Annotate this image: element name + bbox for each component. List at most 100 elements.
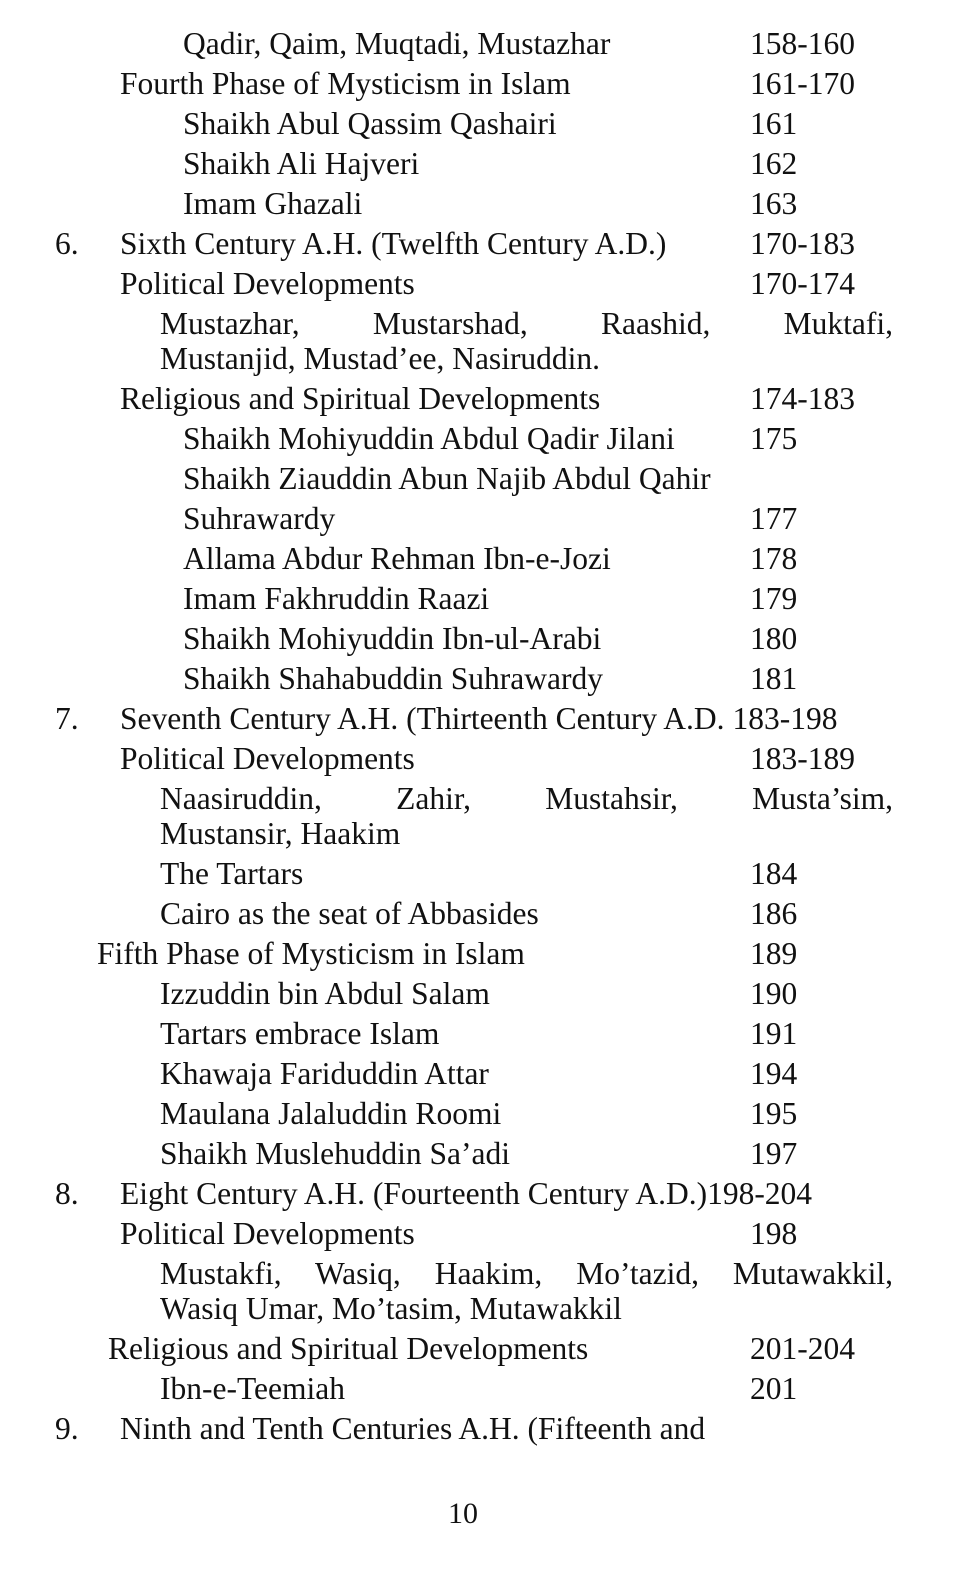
entry-page: 170-174 [750,266,855,301]
entry-page: 161-170 [750,66,855,101]
entry-title: Shaikh Ali Hajveri [183,146,420,181]
entry-title: Suhrawardy [183,501,336,536]
entry-title: Mustakfi, Wasiq, Haakim, Mo’tazid, Mutaw… [160,1256,893,1291]
entry-title: Mustazhar, Mustarshad, Raashid, Muktafi, [160,306,893,341]
entry-page: 163 [750,186,798,221]
entry-title: Qadir, Qaim, Muqtadi, Mustazhar [183,26,611,61]
entry-title: Seventh Century A.H. (Thirteenth Century… [120,699,838,739]
entry-page: 180 [750,621,798,656]
entry-title: Political Developments [120,1216,415,1251]
entry-page: 190 [750,976,798,1011]
toc-entry: Shaikh Ali Hajveri 162 [0,144,960,184]
toc-entry: Mustazhar, Mustarshad, Raashid, Muktafi, [0,304,960,341]
toc-entry: Shaikh Abul Qassim Qashairi 161 [0,104,960,144]
toc-entry: Wasiq Umar, Mo’tasim, Mutawakkil [0,1289,960,1329]
toc-entry: Allama Abdur Rehman Ibn-e-Jozi 178 [0,539,960,579]
entry-title: Wasiq Umar, Mo’tasim, Mutawakkil [160,1291,622,1326]
entry-title: Shaikh Muslehuddin Sa’adi [160,1136,510,1171]
entry-title: Eight Century A.H. (Fourteenth Century A… [120,1174,812,1214]
toc-entry: Religious and Spiritual Developments 201-… [0,1329,960,1369]
entry-title: Religious and Spiritual Developments [108,1331,589,1366]
entry-page: 184 [750,856,798,891]
toc-entry: Political Developments 183-189 [0,739,960,779]
entry-page: 194 [750,1056,798,1091]
entry-title: Tartars embrace Islam [160,1016,440,1051]
page-number: 10 [448,1497,478,1530]
entry-page: 161 [750,106,798,141]
entry-page: 198 [750,1216,798,1251]
toc-entry: Shaikh Shahabuddin Suhrawardy 181 [0,659,960,699]
entry-number: 6. [55,226,79,261]
entry-page: 201-204 [750,1331,855,1366]
toc-entry: Suhrawardy 177 [0,499,960,539]
toc-entry: Tartars embrace Islam 191 [0,1014,960,1054]
toc-entry: 9. Ninth and Tenth Centuries A.H. (Fiftee… [0,1409,960,1449]
entry-page: 197 [750,1136,798,1171]
entry-title: Fourth Phase of Mysticism in Islam [120,66,571,101]
entry-page: 189 [750,936,798,971]
entry-title: The Tartars [160,856,304,891]
toc-entry: Cairo as the seat of Abbasides 186 [0,894,960,934]
entry-title: Maulana Jalaluddin Roomi [160,1096,502,1131]
entry-title-text: Eight Century A.H. (Fourteenth Century A… [120,1176,708,1211]
entry-title: Izzuddin bin Abdul Salam [160,976,490,1011]
entry-title-text: Seventh Century A.H. (Thirteenth Century… [120,701,725,736]
toc-entry: Maulana Jalaluddin Roomi 195 [0,1094,960,1134]
entry-page: 162 [750,146,798,181]
toc-entry: 8. Eight Century A.H. (Fourteenth Century… [0,1174,960,1214]
entry-page: 178 [750,541,798,576]
entry-title: Shaikh Shahabuddin Suhrawardy [183,661,603,696]
toc-entry: Mustanjid, Mustad’ee, Nasiruddin. [0,339,960,379]
entry-page: 181 [750,661,798,696]
toc-entry: Fifth Phase of Mysticism in Islam 189 [0,934,960,974]
toc-entry: Khawaja Fariduddin Attar 194 [0,1054,960,1094]
entry-title: Political Developments [120,266,415,301]
entry-title: Imam Fakhruddin Raazi [183,581,490,616]
entry-page: 183-189 [750,741,855,776]
toc-entry: The Tartars 184 [0,854,960,894]
toc-entry: Naasiruddin, Zahir, Mustahsir, Musta’sim… [0,779,960,816]
entry-title: Sixth Century A.H. (Twelfth Century A.D.… [120,226,667,261]
toc-entry: Qadir, Qaim, Muqtadi, Mustazhar 158-160 [0,24,960,64]
entry-number: 9. [55,1411,79,1446]
toc-entry: Mustakfi, Wasiq, Haakim, Mo’tazid, Mutaw… [0,1254,960,1291]
entry-title: Allama Abdur Rehman Ibn-e-Jozi [183,541,611,576]
toc-entry: Shaikh Ziauddin Abun Najib Abdul Qahir [0,459,960,499]
toc-entry: 6. Sixth Century A.H. (Twelfth Century A.… [0,224,960,264]
entry-title: Shaikh Mohiyuddin Ibn-ul-Arabi [183,621,602,656]
entry-title: Naasiruddin, Zahir, Mustahsir, Musta’sim… [160,781,893,816]
entry-page: 158-160 [750,26,855,61]
toc-entry: Fourth Phase of Mysticism in Islam 161-17… [0,64,960,104]
entry-page: 183-198 [732,701,838,736]
entry-title: Religious and Spiritual Developments [120,381,601,416]
toc-entry: Political Developments 170-174 [0,264,960,304]
entry-page: 177 [750,501,798,536]
toc-entry: Ibn-e-Teemiah 201 [0,1369,960,1409]
toc-entry: Shaikh Muslehuddin Sa’adi 197 [0,1134,960,1174]
entry-page: 191 [750,1016,798,1051]
entry-page: 170-183 [750,226,855,261]
entry-page: 198-204 [707,1176,813,1211]
entry-title: Ninth and Tenth Centuries A.H. (Fifteent… [120,1411,706,1446]
entry-page: 179 [750,581,798,616]
toc-entry: 7. Seventh Century A.H. (Thirteenth Centu… [0,699,960,739]
entry-title: Political Developments [120,741,415,776]
entry-title: Khawaja Fariduddin Attar [160,1056,489,1091]
entry-title: Mustansir, Haakim [160,816,401,851]
toc-entry: Religious and Spiritual Developments 174-… [0,379,960,419]
entry-title: Shaikh Mohiyuddin Abdul Qadir Jilani [183,421,675,456]
entry-title: Fifth Phase of Mysticism in Islam [97,936,525,971]
entry-title: Ibn-e-Teemiah [160,1371,345,1406]
entry-number: 8. [55,1176,79,1211]
entry-title: Shaikh Ziauddin Abun Najib Abdul Qahir [183,461,711,496]
entry-title: Cairo as the seat of Abbasides [160,896,539,931]
toc-entry: Izzuddin bin Abdul Salam 190 [0,974,960,1014]
entry-number: 7. [55,701,79,736]
entry-page: 186 [750,896,798,931]
entry-page: 195 [750,1096,798,1131]
toc-entry: Shaikh Mohiyuddin Ibn-ul-Arabi 180 [0,619,960,659]
entry-title: Shaikh Abul Qassim Qashairi [183,106,557,141]
toc-entry: Imam Fakhruddin Raazi 179 [0,579,960,619]
entry-page: 175 [750,421,798,456]
toc-entry: Imam Ghazali 163 [0,184,960,224]
